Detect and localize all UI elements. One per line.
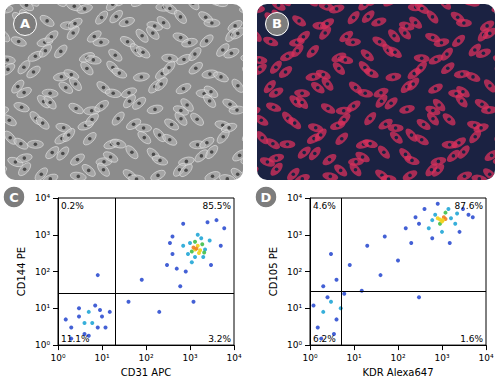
svg-text:CD144 PE: CD144 PE: [16, 247, 27, 296]
html-text:B: B: [272, 16, 282, 31]
svg-text:0.2%: 0.2%: [61, 201, 84, 211]
svg-text:10³: 10³: [182, 353, 197, 363]
svg-text:10²: 10²: [138, 353, 153, 363]
svg-text:10¹: 10¹: [346, 353, 361, 363]
svg-text:3.2%: 3.2%: [208, 334, 231, 344]
svg-text:4.6%: 4.6%: [313, 201, 336, 211]
svg-text:10⁰: 10⁰: [50, 353, 65, 363]
html-text:A: A: [20, 16, 30, 31]
svg-text:C: C: [9, 190, 19, 205]
svg-text:10³: 10³: [434, 353, 449, 363]
svg-text:6.2%: 6.2%: [313, 334, 336, 344]
svg-text:10⁴: 10⁴: [35, 193, 50, 203]
svg-text:10²: 10²: [390, 353, 405, 363]
svg-text:10⁰: 10⁰: [35, 340, 50, 350]
svg-text:10³: 10³: [287, 230, 302, 240]
svg-text:CD31 APC: CD31 APC: [121, 367, 171, 378]
svg-text:CD105 PE: CD105 PE: [268, 247, 279, 296]
svg-text:10⁴: 10⁴: [226, 353, 241, 363]
svg-text:KDR Alexa647: KDR Alexa647: [362, 367, 433, 378]
svg-text:10⁴: 10⁴: [287, 193, 302, 203]
svg-text:10²: 10²: [287, 267, 302, 277]
svg-text:D: D: [261, 190, 272, 205]
svg-text:10³: 10³: [35, 230, 50, 240]
svg-text:11.1%: 11.1%: [61, 334, 90, 344]
svg-text:10⁰: 10⁰: [287, 340, 302, 350]
svg-text:1.6%: 1.6%: [460, 334, 483, 344]
svg-text:10⁴: 10⁴: [478, 353, 493, 363]
svg-text:10¹: 10¹: [94, 353, 109, 363]
svg-text:10¹: 10¹: [287, 303, 302, 313]
svg-text:10²: 10²: [35, 267, 50, 277]
svg-text:87.6%: 87.6%: [454, 201, 483, 211]
svg-text:10¹: 10¹: [35, 303, 50, 313]
svg-text:10⁰: 10⁰: [302, 353, 317, 363]
svg-text:85.5%: 85.5%: [202, 201, 231, 211]
